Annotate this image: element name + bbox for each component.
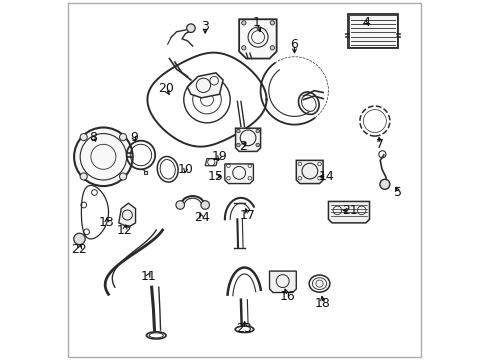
Circle shape (176, 201, 184, 209)
Text: 11: 11 (140, 270, 156, 283)
Text: 8: 8 (88, 131, 97, 144)
Text: 21: 21 (341, 204, 357, 217)
Polygon shape (119, 203, 135, 227)
Circle shape (379, 179, 389, 189)
Polygon shape (187, 73, 223, 98)
Circle shape (186, 24, 195, 32)
Ellipse shape (308, 275, 329, 292)
Text: 18: 18 (314, 297, 330, 310)
Bar (347, 14, 397, 48)
Circle shape (270, 21, 274, 25)
Circle shape (119, 173, 126, 180)
Polygon shape (239, 19, 276, 59)
Text: 13: 13 (99, 216, 115, 229)
Circle shape (270, 46, 274, 50)
Circle shape (74, 233, 85, 245)
Text: 17: 17 (240, 209, 256, 222)
Text: 5: 5 (393, 186, 401, 199)
Text: 15: 15 (207, 170, 224, 183)
Circle shape (201, 201, 209, 209)
Polygon shape (224, 164, 253, 184)
Polygon shape (143, 171, 147, 174)
Polygon shape (296, 160, 323, 184)
Text: 19: 19 (211, 150, 227, 163)
Text: 2: 2 (238, 140, 246, 153)
Polygon shape (235, 128, 260, 152)
Circle shape (119, 134, 126, 141)
Bar (348, 15, 396, 47)
Text: 24: 24 (193, 211, 209, 224)
Text: 16: 16 (279, 289, 295, 303)
Circle shape (80, 173, 87, 180)
Text: 23: 23 (236, 322, 252, 335)
Circle shape (241, 46, 245, 50)
Circle shape (236, 143, 240, 147)
Text: 14: 14 (318, 170, 334, 183)
Circle shape (236, 129, 240, 133)
Circle shape (255, 143, 259, 147)
Circle shape (255, 129, 259, 133)
Text: 1: 1 (253, 16, 261, 29)
Polygon shape (269, 271, 296, 293)
Text: 9: 9 (129, 131, 138, 144)
Text: 7: 7 (375, 138, 384, 151)
Circle shape (74, 127, 132, 186)
Polygon shape (328, 202, 369, 223)
Text: 3: 3 (201, 20, 209, 33)
Circle shape (241, 21, 245, 25)
Text: 22: 22 (71, 243, 87, 256)
Text: 10: 10 (177, 163, 193, 176)
Text: 6: 6 (290, 38, 298, 51)
Text: 4: 4 (361, 16, 369, 29)
Text: 20: 20 (158, 82, 174, 95)
Text: 12: 12 (117, 224, 132, 237)
Circle shape (80, 134, 87, 141)
